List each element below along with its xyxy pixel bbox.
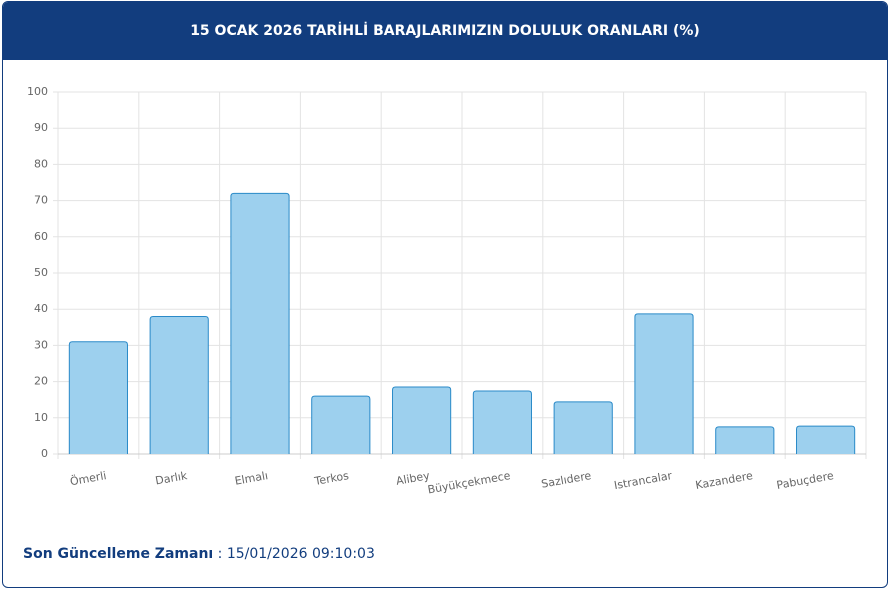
bar [149, 315, 209, 454]
y-tick-label: 90 [34, 121, 48, 134]
y-tick-label: 30 [34, 338, 48, 351]
footer-label: Son Güncelleme Zamanı [23, 546, 214, 562]
y-tick-label: 60 [34, 230, 48, 243]
x-tick-label: Büyükçekmece [427, 469, 512, 496]
x-tick-label: Alibey [395, 469, 431, 488]
y-tick-label: 20 [34, 375, 48, 388]
x-tick-label: Elmalı [234, 469, 269, 488]
x-tick-label: Pabuçdere [776, 469, 835, 492]
bar [796, 425, 856, 454]
footer-value: : 15/01/2026 09:10:03 [217, 546, 375, 562]
x-tick-label: Kazandere [694, 469, 754, 492]
chart-title: 15 OCAK 2026 TARİHLİ BARAJLARIMIZIN DOLU… [3, 2, 887, 60]
x-tick-label: Darlık [154, 469, 189, 488]
y-tick-label: 50 [34, 266, 48, 279]
y-tick-label: 80 [34, 157, 48, 170]
x-tick-label: Terkos [313, 469, 351, 488]
bar [715, 426, 775, 454]
bar [472, 390, 532, 454]
x-tick-label: Istrancalar [613, 469, 673, 492]
bar [230, 192, 290, 454]
bar [634, 313, 694, 454]
y-tick-label: 100 [27, 85, 48, 98]
y-tick-label: 70 [34, 194, 48, 207]
y-tick-label: 0 [41, 447, 48, 460]
x-tick-label: Sazlıdere [540, 469, 592, 491]
bar [392, 386, 452, 454]
y-tick-label: 40 [34, 302, 48, 315]
chart: 0 10 20 30 40 50 60 70 80 90 100 Ömerli Darlık Elmalı… [27, 85, 867, 496]
x-tick-label: Ömerli [69, 469, 107, 488]
bar [311, 395, 371, 454]
bar [68, 341, 128, 454]
footer: Son Güncelleme Zamanı : 15/01/2026 09:10… [23, 546, 375, 562]
bar [553, 401, 613, 454]
y-tick-label: 10 [34, 411, 48, 424]
